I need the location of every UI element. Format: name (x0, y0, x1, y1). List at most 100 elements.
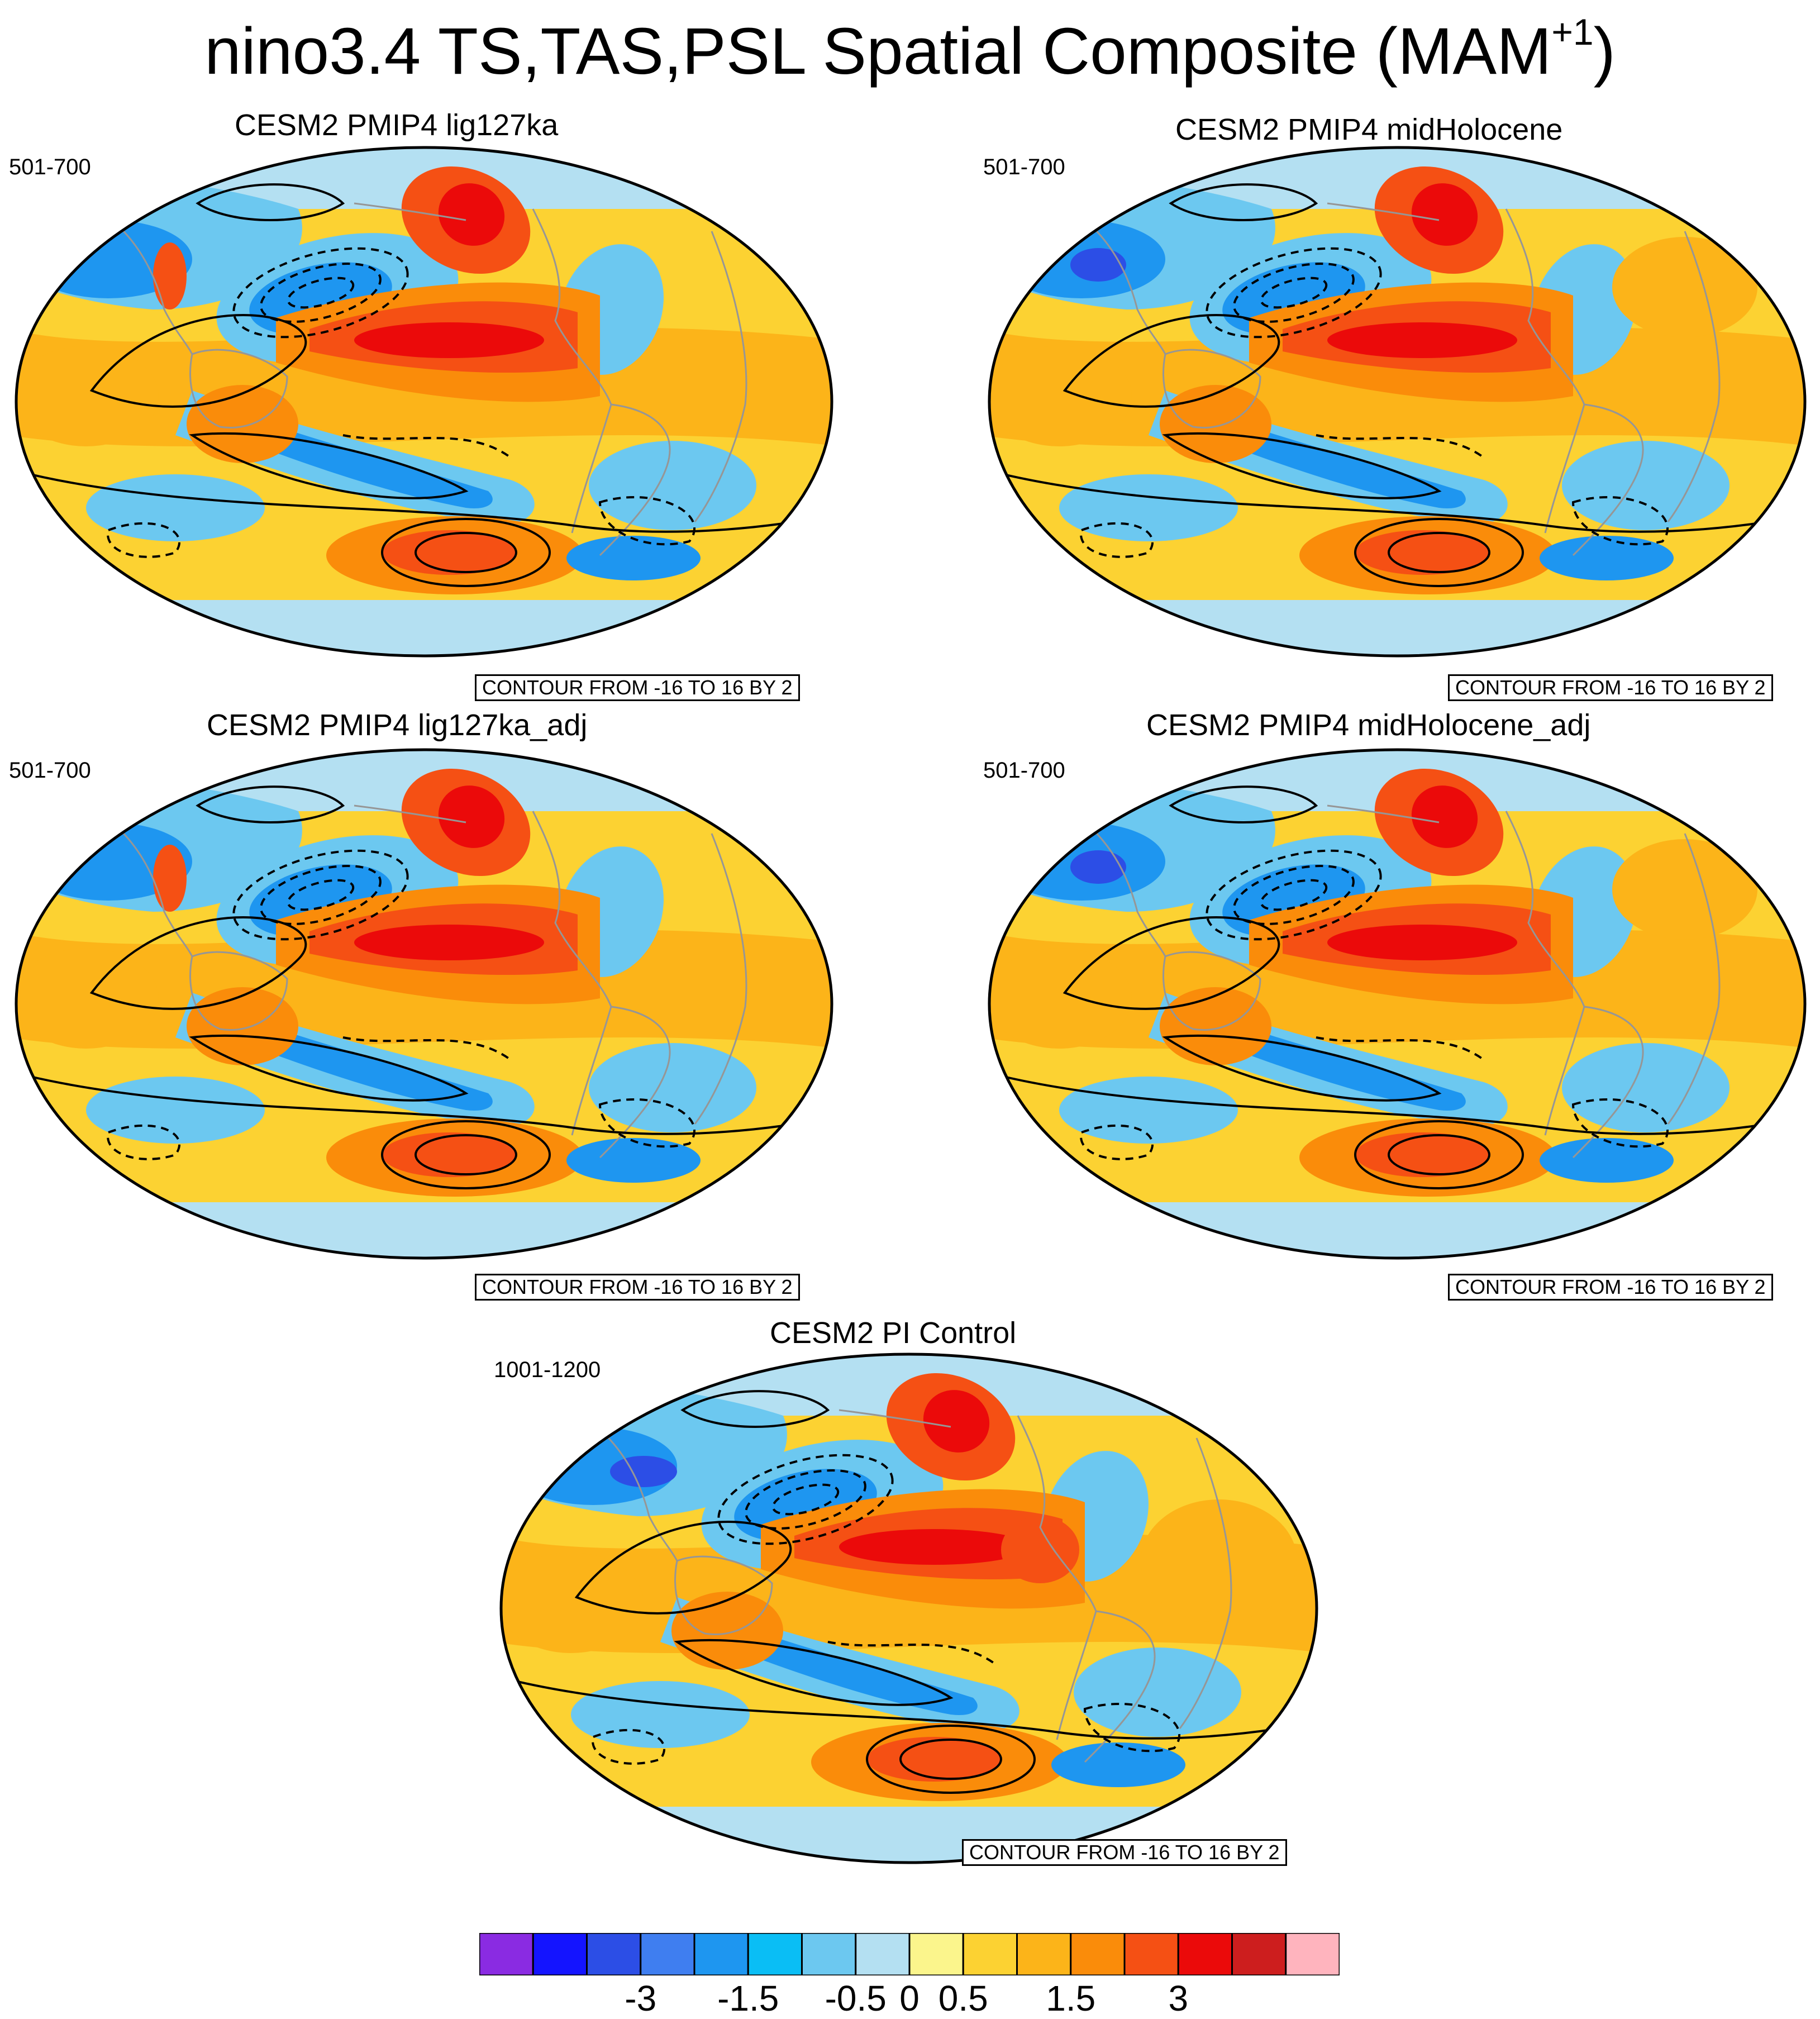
contour-note-lig127ka: CONTOUR FROM -16 TO 16 BY 2 (475, 674, 800, 701)
contour-southern-high-1 (1354, 518, 1524, 587)
contour-negative-3 (287, 277, 355, 309)
australia-warm (187, 385, 298, 463)
south-atlantic-cool (589, 441, 756, 530)
coastline (694, 231, 747, 522)
map-outline (988, 146, 1807, 658)
contour-positive-arctic (196, 785, 345, 823)
colorbar-tick-label: -0.5 (825, 1978, 887, 2018)
colorbar-box (1285, 1933, 1340, 1975)
coastline (189, 951, 288, 1031)
psl-contours (717, 1454, 894, 1545)
contour-negative-southeast (598, 1098, 695, 1148)
contour-negative-3 (771, 1483, 840, 1516)
contour-negative-2 (260, 263, 382, 323)
map-pi-control (499, 1353, 1318, 1864)
contour-southern-high-1 (381, 1120, 551, 1189)
contour-negative-southwest (1080, 1124, 1154, 1160)
coastline (1017, 1415, 1097, 1740)
south-atlantic-cool (1562, 1043, 1730, 1132)
indian-ocean-warm (16, 346, 159, 446)
contour-southern-high-1 (381, 518, 551, 587)
coastline (1162, 349, 1261, 428)
coastlines (1070, 804, 1721, 1159)
colorbar-box (640, 1933, 695, 1975)
title-superscript: +1 (1551, 11, 1594, 53)
contour-negative-southwest (107, 522, 180, 558)
figure-title: nino3.4 TS,TAS,PSL Spatial Composite (MA… (204, 11, 1616, 88)
contour-negative-south (827, 1641, 997, 1665)
panel-title-midholocene: CESM2 PMIP4 midHolocene (1175, 113, 1563, 146)
coastline (1505, 208, 1585, 534)
enso-warm-core (1327, 322, 1517, 358)
indian-ocean-warm (16, 948, 159, 1049)
south-atlantic-cold (566, 536, 701, 580)
south-atlantic-cold (1540, 536, 1674, 580)
contour-negative-2 (260, 865, 382, 925)
contour-negative-2 (745, 1469, 866, 1530)
contour-positive-south-pacific (674, 1639, 954, 1706)
contour-positive-arctic (196, 183, 345, 221)
psl-contours (232, 849, 409, 941)
contour-negative-southwest (592, 1728, 665, 1765)
alaska-warm-core (438, 183, 505, 246)
coastline (1179, 1437, 1232, 1729)
contour-negative-southeast (1571, 1098, 1669, 1148)
contour-positive-west-pacific (1063, 916, 1280, 1010)
panel-title-lig127ka: CESM2 PMIP4 lig127ka (235, 108, 559, 142)
map-field (501, 1354, 1317, 1863)
colorbar-tick-label: 0 (899, 1978, 919, 2018)
coastline (1667, 231, 1721, 522)
contour-negative-1 (1206, 247, 1382, 339)
south-atlantic-cool (1562, 441, 1730, 530)
colorbar-box (1231, 1933, 1287, 1975)
indian-ocean-warm (989, 346, 1132, 446)
se-asia-warm-spot (153, 242, 187, 309)
coastline (1667, 833, 1721, 1125)
colorbar-box (801, 1933, 857, 1975)
south-atlantic-cold (566, 1138, 701, 1183)
colorbar-tick-label: 0.5 (938, 1978, 988, 2018)
contour-negative-southwest (1080, 522, 1154, 558)
coastline (1162, 951, 1261, 1031)
contour-negative-3 (1260, 277, 1328, 309)
south-atlantic-cold (1540, 1138, 1674, 1183)
colorbar-box (479, 1933, 534, 1975)
coastline (694, 833, 747, 1125)
east-asia-cold-spot (1070, 248, 1126, 282)
map-outline (499, 1353, 1318, 1864)
contour-southern-high-2 (1388, 1134, 1490, 1175)
contour-southern-high-2 (414, 532, 517, 573)
australia-warm (1160, 987, 1271, 1065)
enso-warm-core (1327, 925, 1517, 960)
coastline (1327, 202, 1440, 221)
panel-years-midholocene-adj: 501-700 (983, 758, 1065, 783)
alaska-warm-core (923, 1390, 990, 1453)
alaska-warm-core (1411, 785, 1478, 848)
contour-negative-southeast (1571, 496, 1669, 546)
map-field (16, 750, 832, 1258)
contour-southern-high-2 (414, 1134, 517, 1175)
colorbar-tick-label: -3 (625, 1978, 657, 2018)
east-asia-cold-spot (1070, 850, 1126, 884)
contour-zero-south (989, 468, 1805, 533)
coastline (189, 349, 288, 428)
australia-warm (187, 987, 298, 1065)
contour-zero-south (16, 468, 832, 533)
panel-title-lig127ka-adj: CESM2 PMIP4 lig127ka_adj (207, 708, 588, 742)
contour-negative-1 (717, 1454, 894, 1545)
enso-warm-core (354, 322, 544, 358)
north-africa-warm (1612, 839, 1757, 940)
colorbar-box (1123, 1933, 1179, 1975)
map-field (989, 147, 1805, 656)
south-america-warm (1001, 1516, 1079, 1583)
africa-warm (1141, 1499, 1297, 1622)
contour-negative-south (342, 434, 512, 459)
southern-ocean-warm-core (382, 1132, 516, 1177)
contour-negative-1 (1206, 849, 1382, 941)
map-outline (988, 748, 1807, 1260)
contour-positive-south-pacific (189, 1034, 469, 1102)
contour-negative-south (1316, 1036, 1485, 1061)
panel-title-midholocene-adj: CESM2 PMIP4 midHolocene_adj (1146, 708, 1591, 742)
contour-negative-3 (1260, 879, 1328, 911)
map-midholocene-adj (988, 748, 1807, 1260)
